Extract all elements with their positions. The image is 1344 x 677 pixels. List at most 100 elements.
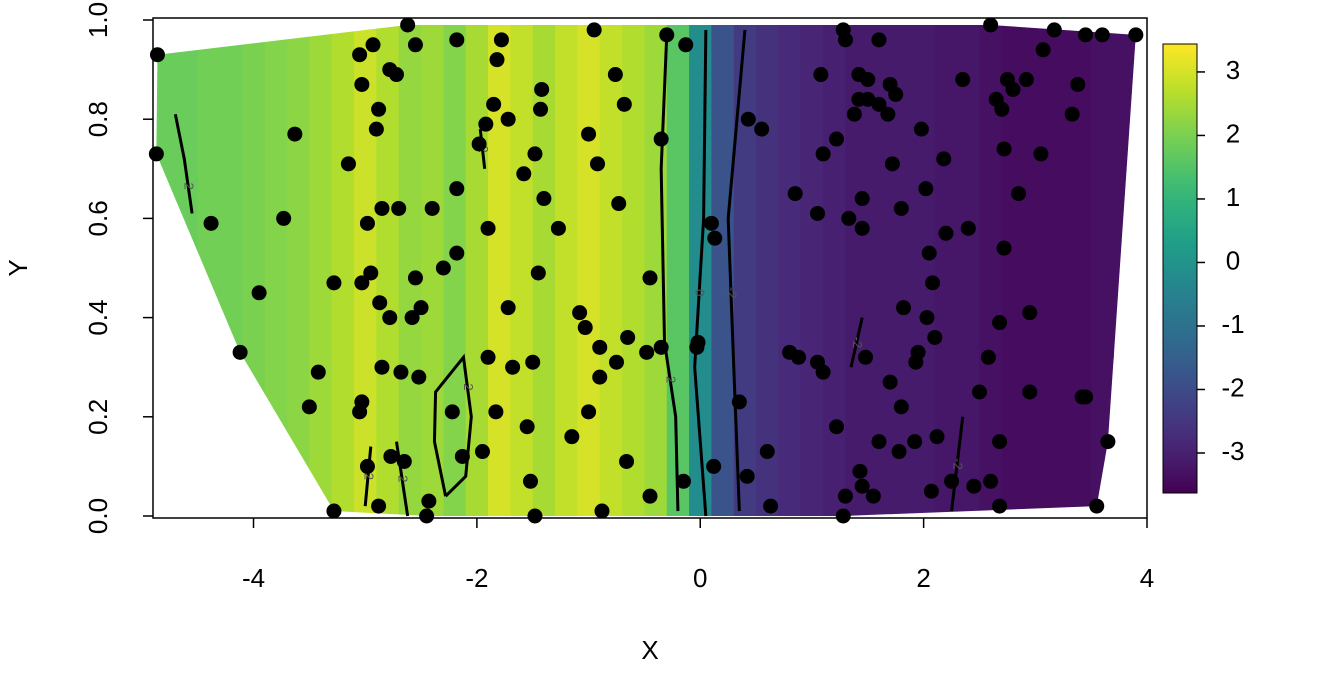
data-point [996, 240, 1012, 256]
surface-cell [242, 24, 266, 516]
data-point [854, 191, 870, 207]
surface-cell [1068, 24, 1092, 516]
data-point [791, 349, 807, 365]
data-point [149, 47, 165, 63]
data-point [1100, 434, 1116, 450]
data-point [310, 364, 326, 380]
data-point [1022, 305, 1038, 321]
data-point [882, 374, 898, 390]
data-point [1011, 186, 1027, 202]
colorbar-tick-label: 2 [1226, 118, 1240, 148]
surface-cell [488, 24, 511, 516]
data-point [893, 200, 909, 216]
data-point [530, 265, 546, 281]
x-tick-label: 4 [1140, 563, 1154, 593]
data-point [893, 399, 909, 415]
contour-line [950, 416, 965, 512]
data-point [232, 344, 248, 360]
data-point [354, 76, 370, 92]
data-point [577, 320, 593, 336]
data-point [391, 200, 407, 216]
data-point [203, 215, 219, 231]
data-point [1018, 72, 1034, 88]
colorbar-tick-label: -3 [1221, 436, 1244, 466]
data-point [471, 136, 487, 152]
data-point [880, 106, 896, 122]
data-point [763, 498, 779, 514]
data-point [1035, 42, 1051, 58]
data-point [516, 166, 532, 182]
data-point [1089, 498, 1105, 514]
data-point [921, 245, 937, 261]
data-point [489, 52, 505, 68]
data-point [731, 394, 747, 410]
data-point [653, 131, 669, 147]
data-point [992, 434, 1008, 450]
data-point [639, 344, 655, 360]
data-point [421, 493, 437, 509]
data-point [572, 305, 588, 321]
data-point [858, 349, 874, 365]
surface-cell [443, 24, 467, 516]
data-point [611, 196, 627, 212]
data-point [1064, 106, 1080, 122]
data-point [326, 275, 342, 291]
surface-cell [510, 24, 534, 516]
data-point [896, 300, 912, 316]
data-point [359, 458, 375, 474]
surface-cell [666, 24, 690, 516]
data-point [411, 369, 427, 385]
data-point [435, 260, 451, 276]
data-point [642, 488, 658, 504]
colorbar-tick-label: 0 [1226, 245, 1240, 275]
data-point [841, 210, 857, 226]
surface-cell [823, 24, 847, 516]
contour-label: 2 [396, 475, 411, 482]
contour-label: 2 [362, 473, 377, 480]
data-point [759, 444, 775, 460]
data-point [388, 67, 404, 83]
data-point [815, 146, 831, 162]
surface-cell [175, 24, 199, 516]
data-point [301, 399, 317, 415]
data-point [653, 339, 669, 355]
data-point [676, 473, 692, 489]
data-point [860, 91, 876, 107]
data-point [871, 96, 887, 112]
x-tick-label: -4 [242, 563, 265, 593]
data-point [871, 32, 887, 48]
data-point [486, 96, 502, 112]
data-point [918, 181, 934, 197]
y-tick-label: 0.0 [83, 498, 113, 534]
surface-cell [555, 24, 579, 516]
data-point [352, 47, 368, 63]
data-point [1094, 27, 1110, 43]
contour-label: -2 [951, 458, 966, 470]
contour-label: 2 [182, 183, 197, 190]
data-point [383, 448, 399, 464]
y-tick-label: 0.6 [83, 200, 113, 236]
data-point [810, 205, 826, 221]
data-point [371, 498, 387, 514]
data-point [505, 359, 521, 375]
data-point [527, 508, 543, 524]
data-point [619, 453, 635, 469]
data-point [444, 404, 460, 420]
surface-cell [398, 24, 422, 516]
data-point [992, 498, 1008, 514]
data-point [616, 96, 632, 112]
contour-label: -2 [850, 337, 865, 349]
surface [156, 24, 1136, 516]
data-point [829, 131, 845, 147]
data-point [888, 86, 904, 102]
data-point [707, 230, 723, 246]
data-point [739, 468, 755, 484]
data-point [927, 329, 943, 345]
data-point [590, 156, 606, 172]
data-point [276, 210, 292, 226]
data-point [1046, 22, 1062, 38]
data-point [1078, 389, 1094, 405]
data-point [564, 429, 580, 445]
surface-cell [331, 24, 355, 516]
